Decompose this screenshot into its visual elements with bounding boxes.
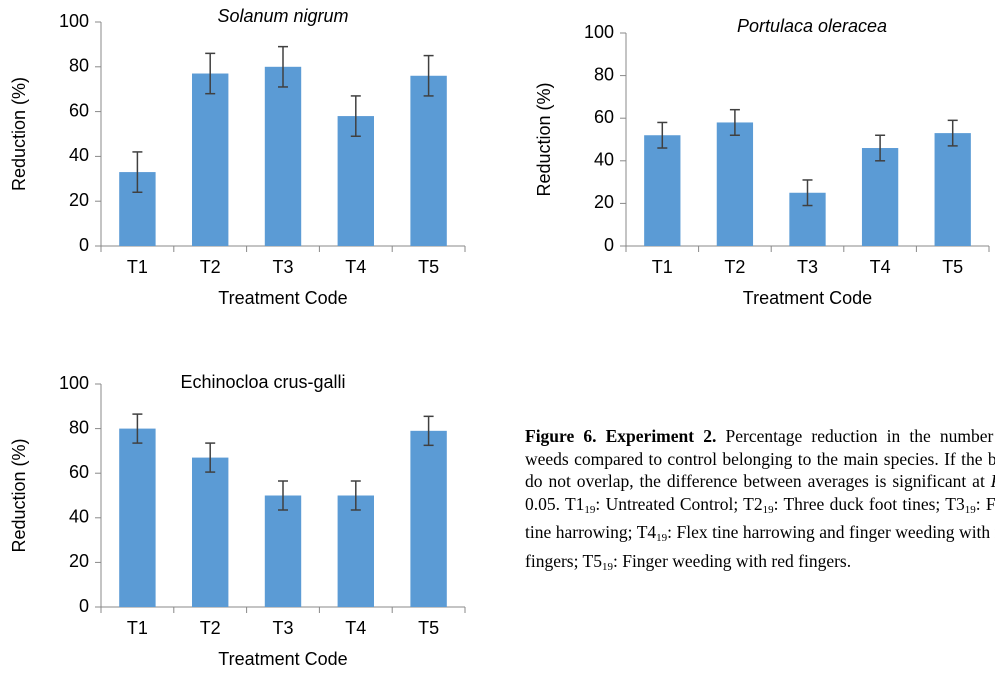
bar <box>337 495 374 607</box>
bar <box>264 495 302 607</box>
bar <box>337 116 374 246</box>
x-axis-label: Treatment Code <box>218 649 347 669</box>
x-tick-label: T5 <box>418 257 439 277</box>
y-tick-label: 80 <box>69 56 89 76</box>
y-tick-label: 100 <box>584 22 614 42</box>
bar <box>264 66 302 246</box>
chart-title: Solanum nigrum <box>217 6 348 26</box>
y-tick-label: 100 <box>59 11 89 31</box>
x-tick-label: T2 <box>200 618 221 638</box>
bar <box>119 428 156 607</box>
x-tick-label: T3 <box>797 257 818 277</box>
y-tick-label: 100 <box>59 373 89 393</box>
x-tick-label: T3 <box>272 257 293 277</box>
y-tick-label: 0 <box>79 235 89 255</box>
x-tick-label: T4 <box>870 257 891 277</box>
y-axis-label: Reduction (%) <box>534 82 554 196</box>
x-tick-label: T1 <box>127 257 148 277</box>
chart-title: Echinocloa crus-galli <box>180 372 345 392</box>
x-tick-label: T3 <box>272 618 293 638</box>
bar <box>192 457 229 607</box>
y-tick-label: 20 <box>594 192 614 212</box>
bar <box>716 122 754 246</box>
bar <box>410 75 447 246</box>
x-tick-label: T5 <box>418 618 439 638</box>
x-tick-label: T4 <box>345 618 366 638</box>
x-tick-label: T2 <box>200 257 221 277</box>
y-tick-label: 60 <box>69 100 89 120</box>
y-tick-label: 40 <box>594 150 614 170</box>
bar <box>644 135 681 246</box>
chart-title: Portulaca oleracea <box>737 16 887 36</box>
y-tick-label: 20 <box>69 551 89 571</box>
y-tick-label: 40 <box>69 145 89 165</box>
x-axis-label: Treatment Code <box>218 288 347 308</box>
bar <box>861 148 899 246</box>
y-tick-label: 60 <box>69 462 89 482</box>
x-tick-label: T2 <box>724 257 745 277</box>
x-tick-label: T1 <box>652 257 673 277</box>
y-tick-label: 40 <box>69 507 89 527</box>
y-tick-label: 0 <box>79 596 89 616</box>
y-tick-label: 80 <box>594 64 614 84</box>
y-axis-label: Reduction (%) <box>9 77 29 191</box>
y-tick-label: 0 <box>604 235 614 255</box>
x-axis-label: Treatment Code <box>743 288 872 308</box>
y-tick-label: 80 <box>69 417 89 437</box>
y-axis-label: Reduction (%) <box>9 438 29 552</box>
x-tick-label: T4 <box>345 257 366 277</box>
bar <box>410 430 447 607</box>
bar <box>192 73 229 247</box>
x-tick-label: T5 <box>942 257 963 277</box>
x-tick-label: T1 <box>127 618 148 638</box>
y-tick-label: 20 <box>69 190 89 210</box>
y-tick-label: 60 <box>594 107 614 127</box>
bar <box>934 133 971 246</box>
